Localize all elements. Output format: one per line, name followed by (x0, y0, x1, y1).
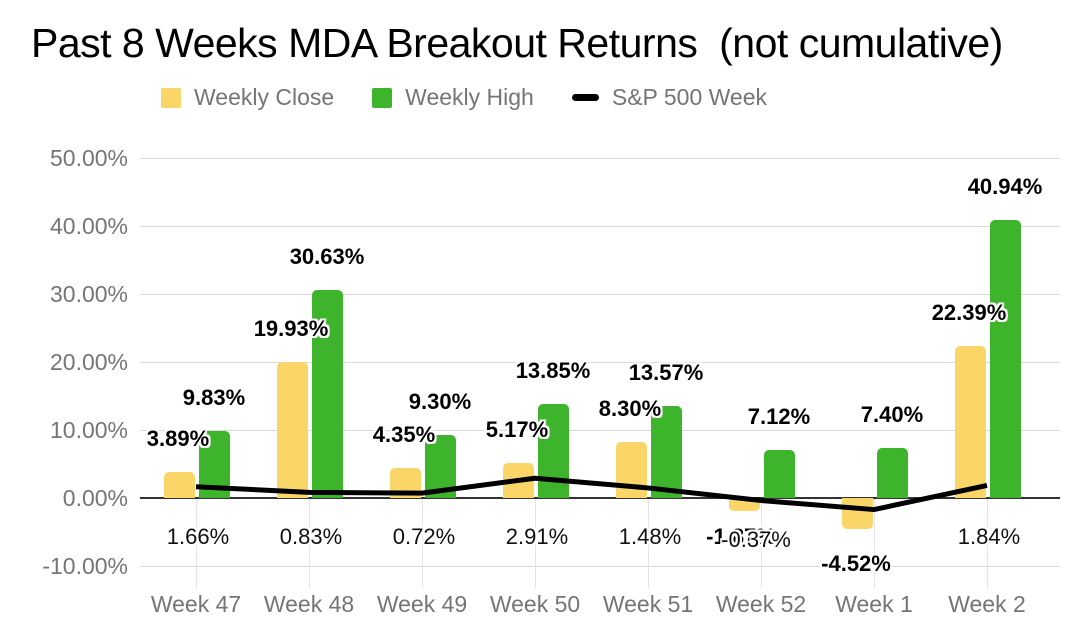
y-axis-tick-label: 50.00% (49, 145, 128, 171)
x-axis-tick (648, 499, 649, 588)
x-axis-category-label: Week 2 (948, 591, 1026, 617)
y-axis-tick-label: 40.00% (49, 213, 128, 239)
close-value-label: 3.89% (146, 425, 210, 451)
y-axis-tick-label: 20.00% (49, 349, 128, 375)
weekly-close-bar[interactable] (729, 498, 760, 511)
x-axis-category-label: Week 52 (715, 591, 807, 617)
close-value-label: 8.30% (598, 395, 662, 421)
x-axis-tick (422, 499, 423, 588)
weekly-close-bar[interactable] (164, 471, 195, 498)
high-value-label: 9.83% (182, 385, 246, 411)
weekly-high-bar[interactable] (312, 289, 343, 498)
weekly-close-bar[interactable] (503, 462, 534, 498)
sp500-value-label: 2.91% (505, 524, 569, 549)
x-axis-tick (196, 499, 197, 588)
weekly-high-bar[interactable] (877, 447, 908, 498)
y-axis-tick-label: -10.00% (42, 553, 128, 579)
legend-label: Weekly High (405, 84, 534, 110)
weekly-close-bar[interactable] (955, 345, 986, 498)
close-value-label: 5.17% (485, 416, 549, 442)
gridline (140, 158, 1060, 159)
sp500-value-label: 1.48% (618, 524, 682, 549)
x-axis-tick (874, 499, 875, 588)
sp500-value-label: 1.84% (957, 524, 1021, 549)
chart-legend: Weekly Close Weekly High S&P 500 Week (0, 84, 1088, 111)
sp500-value-label: 1.66% (166, 524, 230, 549)
sp500-line-swatch-icon (571, 94, 599, 101)
x-axis-category-label: Week 1 (835, 591, 913, 617)
close-value-label: 19.93% (253, 316, 329, 342)
weekly-close-bar[interactable] (616, 441, 647, 498)
legend-item-weekly-high[interactable]: Weekly High (372, 84, 534, 111)
gridline (140, 362, 1060, 363)
high-value-label: 7.12% (747, 403, 811, 429)
gridline (140, 226, 1060, 227)
close-value-label: 4.35% (372, 422, 436, 448)
high-value-label: 13.85% (515, 357, 591, 383)
high-value-label: 13.57% (628, 359, 704, 385)
high-value-label: 9.30% (408, 388, 472, 414)
weekly-close-bar[interactable] (842, 498, 873, 529)
x-axis-category-label: Week 48 (263, 591, 355, 617)
chart-title: Past 8 Weeks MDA Breakout Returns (not c… (31, 20, 1003, 66)
gridline (140, 294, 1060, 295)
gridline (140, 566, 1060, 567)
legend-label: Weekly Close (193, 84, 335, 110)
y-axis-tick-label: 0.00% (62, 485, 128, 511)
high-value-label: 40.94% (967, 173, 1043, 199)
close-value-label: -1.87% (706, 523, 776, 549)
legend-item-weekly-close[interactable]: Weekly Close (160, 84, 335, 111)
close-value-label: -4.52% (821, 550, 891, 576)
weekly-high-bar[interactable] (990, 219, 1021, 498)
sp500-value-label: 0.72% (392, 524, 456, 549)
y-axis-tick-label: 10.00% (49, 417, 128, 443)
legend-label: S&P 500 Week (611, 84, 767, 110)
high-value-label: 7.40% (860, 401, 924, 427)
x-axis-category-label: Week 47 (150, 591, 242, 617)
weekly-close-bar[interactable] (277, 362, 308, 498)
gridline (140, 430, 1060, 431)
x-axis-tick (761, 499, 762, 588)
x-axis-category-label: Week 51 (602, 591, 694, 617)
sp500-value-label: -0.37% (721, 527, 791, 552)
weekly-high-swatch-icon (372, 87, 393, 108)
x-axis-tick (535, 499, 536, 588)
x-axis-tick (987, 499, 988, 588)
x-axis-tick (309, 499, 310, 588)
weekly-high-bar[interactable] (764, 449, 795, 498)
sp500-value-label: 0.83% (279, 524, 343, 549)
weekly-close-swatch-icon (160, 87, 181, 108)
legend-item-sp500[interactable]: S&P 500 Week (571, 84, 767, 111)
x-axis-category-label: Week 49 (376, 591, 468, 617)
y-axis-tick-label: 30.00% (49, 281, 128, 307)
x-axis-category-label: Week 50 (489, 591, 581, 617)
weekly-close-bar[interactable] (390, 468, 421, 498)
close-value-label: 22.39% (931, 299, 1007, 325)
high-value-label: 30.63% (289, 243, 365, 269)
